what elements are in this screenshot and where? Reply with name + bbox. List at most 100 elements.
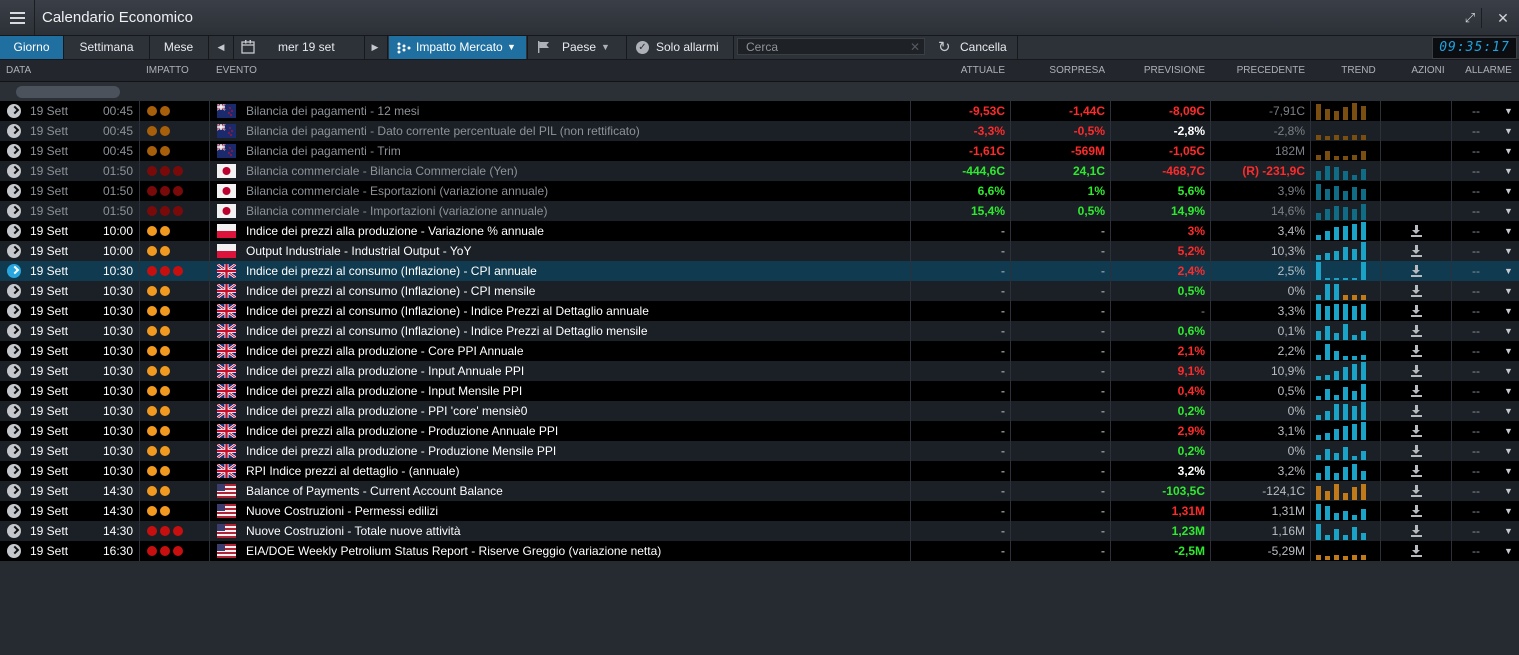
- chevron-down-icon[interactable]: ▼: [1504, 226, 1513, 236]
- chevron-down-icon[interactable]: ▼: [1504, 366, 1513, 376]
- table-row[interactable]: 19 Sett 00:45 Bilancia dei pagamenti - Tri…: [0, 141, 1519, 161]
- chevron-down-icon[interactable]: ▼: [1504, 446, 1513, 456]
- row-event[interactable]: Indice dei prezzi al consumo (Inflazione…: [246, 264, 537, 278]
- download-icon[interactable]: [1411, 465, 1422, 477]
- table-row[interactable]: 19 Sett 10:30 Indice dei prezzi alla produ…: [0, 441, 1519, 461]
- expand-row-icon[interactable]: [7, 344, 21, 358]
- chevron-down-icon[interactable]: ▼: [1504, 406, 1513, 416]
- download-icon[interactable]: [1411, 345, 1422, 357]
- row-event[interactable]: Indice dei prezzi alla produzione - PPI …: [246, 404, 528, 418]
- expand-row-icon[interactable]: [7, 264, 21, 278]
- chevron-down-icon[interactable]: ▼: [1504, 206, 1513, 216]
- row-alarm[interactable]: --: [1472, 164, 1480, 178]
- col-evento[interactable]: EVENTO: [216, 65, 257, 76]
- table-row[interactable]: 19 Sett 14:30 Balance of Payments - Curren…: [0, 481, 1519, 501]
- expand-row-icon[interactable]: [7, 504, 21, 518]
- chevron-down-icon[interactable]: ▼: [1504, 326, 1513, 336]
- chevron-down-icon[interactable]: ▼: [1504, 346, 1513, 356]
- row-alarm[interactable]: --: [1472, 364, 1480, 378]
- row-event[interactable]: Indice dei prezzi alla produzione - Prod…: [246, 444, 557, 458]
- expand-row-icon[interactable]: [7, 544, 21, 558]
- impact-filter-button[interactable]: Impatto Mercato ▼: [389, 36, 526, 59]
- close-icon[interactable]: ✕: [1497, 10, 1509, 26]
- expand-row-icon[interactable]: [7, 124, 21, 138]
- table-row[interactable]: 19 Sett 10:30 Indice dei prezzi alla produ…: [0, 421, 1519, 441]
- chevron-down-icon[interactable]: ▼: [1504, 166, 1513, 176]
- row-alarm[interactable]: --: [1472, 244, 1480, 258]
- table-row[interactable]: 19 Sett 10:30 Indice dei prezzi al consumo…: [0, 281, 1519, 301]
- expand-row-icon[interactable]: [7, 524, 21, 538]
- col-attuale[interactable]: ATTUALE: [960, 65, 1005, 76]
- col-data[interactable]: DATA: [6, 65, 32, 76]
- row-event[interactable]: Nuove Costruzioni - Totale nuove attivit…: [246, 524, 461, 538]
- table-row[interactable]: 19 Sett 10:30 Indice dei prezzi alla produ…: [0, 361, 1519, 381]
- table-row[interactable]: 19 Sett 10:00 Output Industriale - Industr…: [0, 241, 1519, 261]
- expand-row-icon[interactable]: [7, 384, 21, 398]
- download-icon[interactable]: [1411, 285, 1422, 297]
- row-alarm[interactable]: --: [1472, 464, 1480, 478]
- row-event[interactable]: Indice dei prezzi alla produzione - Core…: [246, 344, 524, 358]
- row-alarm[interactable]: --: [1472, 444, 1480, 458]
- expand-row-icon[interactable]: [7, 144, 21, 158]
- row-event[interactable]: Bilancia commerciale - Esportazioni (var…: [246, 184, 549, 198]
- alarms-only-toggle[interactable]: ✓ Solo allarmi: [627, 36, 732, 59]
- row-alarm[interactable]: --: [1472, 104, 1480, 118]
- table-row[interactable]: 19 Sett 10:30 Indice dei prezzi alla produ…: [0, 341, 1519, 361]
- table-row[interactable]: 19 Sett 10:30 Indice dei prezzi alla produ…: [0, 381, 1519, 401]
- download-icon[interactable]: [1411, 385, 1422, 397]
- row-event[interactable]: RPI Indice prezzi al dettaglio - (annual…: [246, 464, 460, 478]
- chevron-down-icon[interactable]: ▼: [1504, 526, 1513, 536]
- row-event[interactable]: Bilancia dei pagamenti - Trim: [246, 144, 401, 158]
- expand-row-icon[interactable]: [7, 284, 21, 298]
- row-event[interactable]: EIA/DOE Weekly Petrolium Status Report -…: [246, 544, 662, 558]
- hamburger-menu-icon[interactable]: [0, 0, 35, 35]
- row-alarm[interactable]: --: [1472, 484, 1480, 498]
- download-icon[interactable]: [1411, 425, 1422, 437]
- row-alarm[interactable]: --: [1472, 304, 1480, 318]
- expand-row-icon[interactable]: [7, 484, 21, 498]
- table-row[interactable]: 19 Sett 10:30 Indice dei prezzi al consumo…: [0, 261, 1519, 281]
- row-alarm[interactable]: --: [1472, 344, 1480, 358]
- row-alarm[interactable]: --: [1472, 144, 1480, 158]
- row-event[interactable]: Balance of Payments - Current Account Ba…: [246, 484, 503, 498]
- row-event[interactable]: Bilancia dei pagamenti - 12 mesi: [246, 104, 420, 118]
- expand-row-icon[interactable]: [7, 164, 21, 178]
- row-alarm[interactable]: --: [1472, 184, 1480, 198]
- cancel-button[interactable]: ↻ Cancella: [936, 36, 1016, 59]
- next-date-icon[interactable]: ▶: [371, 42, 379, 52]
- expand-row-icon[interactable]: [7, 364, 21, 378]
- expand-row-icon[interactable]: [7, 324, 21, 338]
- col-azioni[interactable]: AZIONI: [1411, 65, 1445, 76]
- expand-row-icon[interactable]: [7, 404, 21, 418]
- row-alarm[interactable]: --: [1472, 284, 1480, 298]
- row-alarm[interactable]: --: [1472, 264, 1480, 278]
- chevron-down-icon[interactable]: ▼: [1504, 266, 1513, 276]
- row-alarm[interactable]: --: [1472, 324, 1480, 338]
- download-icon[interactable]: [1411, 445, 1422, 457]
- row-alarm[interactable]: --: [1472, 404, 1480, 418]
- chevron-down-icon[interactable]: ▼: [1504, 126, 1513, 136]
- download-icon[interactable]: [1411, 505, 1422, 517]
- expand-row-icon[interactable]: [7, 424, 21, 438]
- row-event[interactable]: Output Industriale - Industrial Output -…: [246, 244, 472, 258]
- chevron-down-icon[interactable]: ▼: [1504, 506, 1513, 516]
- chevron-down-icon[interactable]: ▼: [1504, 386, 1513, 396]
- table-row[interactable]: 19 Sett 10:00 Indice dei prezzi alla produ…: [0, 221, 1519, 241]
- col-allarme[interactable]: ALLARME: [1465, 65, 1512, 76]
- col-impatto[interactable]: IMPATTO: [146, 65, 189, 76]
- prev-date-icon[interactable]: ◀: [217, 42, 225, 52]
- download-icon[interactable]: [1411, 265, 1422, 277]
- tab-mese[interactable]: Mese: [163, 40, 194, 54]
- row-alarm[interactable]: --: [1472, 204, 1480, 218]
- chevron-down-icon[interactable]: ▼: [1504, 286, 1513, 296]
- download-icon[interactable]: [1411, 245, 1422, 257]
- expand-row-icon[interactable]: [7, 204, 21, 218]
- row-alarm[interactable]: --: [1472, 424, 1480, 438]
- row-event[interactable]: Indice dei prezzi alla produzione - Inpu…: [246, 364, 525, 378]
- row-event[interactable]: Indice dei prezzi alla produzione - Prod…: [246, 424, 559, 438]
- download-icon[interactable]: [1411, 365, 1422, 377]
- row-event[interactable]: Indice dei prezzi alla produzione - Inpu…: [246, 384, 523, 398]
- row-event[interactable]: Bilancia commerciale - Bilancia Commerci…: [246, 164, 518, 178]
- col-trend[interactable]: TREND: [1341, 65, 1376, 76]
- row-event[interactable]: Indice dei prezzi al consumo (Inflazione…: [246, 324, 648, 338]
